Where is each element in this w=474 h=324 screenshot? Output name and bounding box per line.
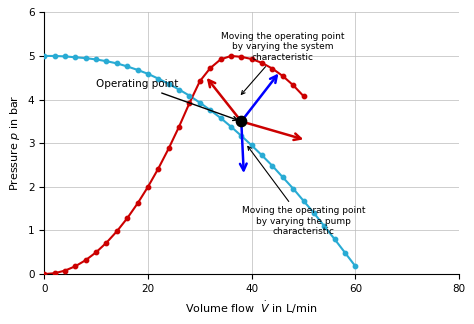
Point <box>217 115 224 121</box>
Point <box>269 163 276 168</box>
Point <box>269 66 276 71</box>
Point <box>72 55 79 60</box>
Point <box>279 74 287 79</box>
Point <box>320 224 328 229</box>
Point <box>217 57 224 62</box>
Point <box>92 250 100 255</box>
Point <box>40 272 48 277</box>
Point <box>206 65 214 71</box>
Text: Moving the operating point
by varying the system
characteristic: Moving the operating point by varying th… <box>221 32 345 94</box>
Point <box>113 229 120 234</box>
Point <box>103 240 110 245</box>
Point <box>206 108 214 113</box>
X-axis label: Volume flow  $\dot{V}$ in L/min: Volume flow $\dot{V}$ in L/min <box>185 299 318 316</box>
Point <box>103 59 110 64</box>
Point <box>352 264 359 269</box>
Point <box>279 175 287 180</box>
Text: Operating point: Operating point <box>96 79 237 121</box>
Point <box>237 54 245 59</box>
Point <box>113 61 120 66</box>
Point <box>289 83 297 88</box>
Point <box>196 79 204 84</box>
Point <box>144 71 152 76</box>
Point <box>61 54 69 59</box>
Point <box>51 53 58 59</box>
Point <box>123 64 131 69</box>
Point <box>300 198 307 203</box>
Point <box>237 119 245 124</box>
Point <box>82 258 90 263</box>
Point <box>186 93 193 98</box>
Point <box>258 153 266 158</box>
Point <box>227 53 235 59</box>
Point <box>165 81 173 87</box>
Point <box>61 268 69 273</box>
Point <box>196 100 204 105</box>
Point <box>248 56 255 62</box>
Point <box>310 210 318 215</box>
Point <box>51 271 58 276</box>
Point <box>300 94 307 99</box>
Point <box>227 124 235 129</box>
Point <box>40 53 48 59</box>
Point <box>175 87 183 92</box>
Point <box>331 237 338 242</box>
Point <box>123 216 131 221</box>
Point <box>237 133 245 138</box>
Point <box>175 124 183 129</box>
Point <box>155 76 162 81</box>
Point <box>165 146 173 151</box>
Point <box>341 250 349 255</box>
Point <box>82 55 90 61</box>
Point <box>92 57 100 62</box>
Point <box>134 201 141 206</box>
Point <box>186 100 193 106</box>
Point <box>248 143 255 148</box>
Point <box>258 60 266 65</box>
Point <box>289 186 297 191</box>
Point <box>155 166 162 171</box>
Point <box>134 67 141 73</box>
Point <box>72 264 79 269</box>
Point <box>144 184 152 190</box>
Y-axis label: Pressure $p$ in bar: Pressure $p$ in bar <box>9 95 22 191</box>
Text: Moving the operating point
by varying the pump
characteristic: Moving the operating point by varying th… <box>242 146 365 236</box>
